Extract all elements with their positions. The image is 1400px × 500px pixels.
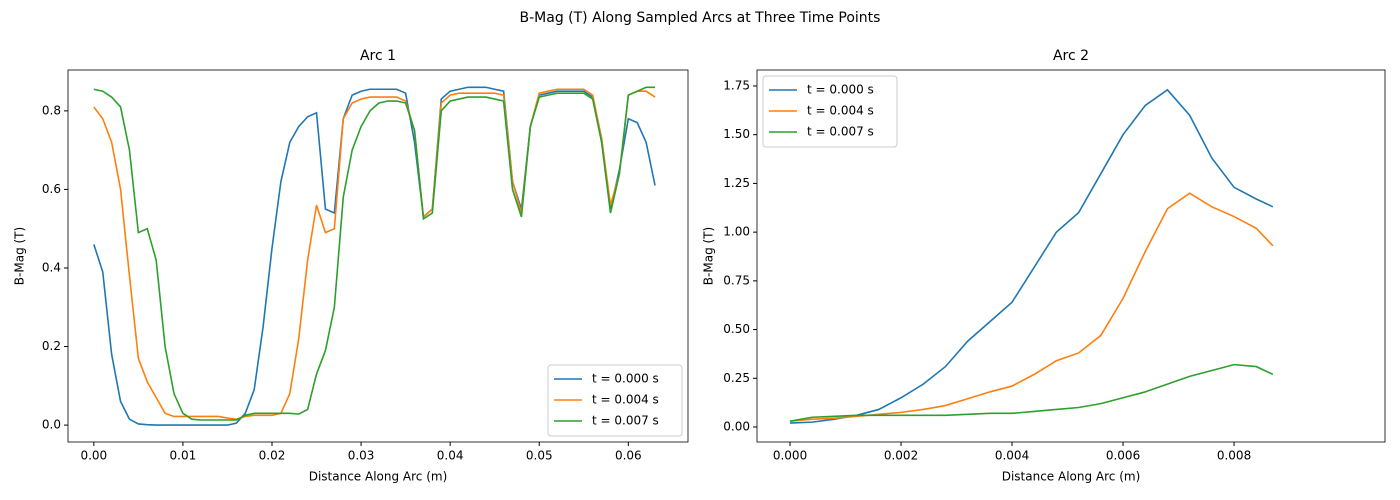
x-tick-label: 0.05: [526, 449, 553, 463]
x-axis-label: Distance Along Arc (m): [309, 470, 448, 484]
legend-label: t = 0.000 s: [592, 372, 659, 386]
y-tick-label: 1.50: [723, 127, 750, 141]
legend-box: [547, 364, 683, 437]
y-tick-label: 1.75: [723, 78, 750, 92]
x-tick-label: 0.000: [773, 449, 807, 463]
legend-label: t = 0.000 s: [807, 83, 874, 97]
y-tick-label: 0.6: [42, 182, 61, 196]
x-tick-label: 0.004: [995, 449, 1029, 463]
y-tick-label: 0.50: [723, 322, 750, 336]
series-line: [93, 86, 656, 421]
series-line: [789, 192, 1274, 422]
axes-frame: [756, 69, 1386, 443]
series-line: [789, 363, 1274, 422]
legend-label: t = 0.007 s: [592, 414, 659, 428]
x-tick-label: 0.06: [615, 449, 642, 463]
x-tick-label: 0.006: [1106, 449, 1140, 463]
axes-title: Arc 1: [360, 48, 396, 64]
x-axis-label: Distance Along Arc (m): [1002, 470, 1141, 484]
y-tick-label: 0.0: [42, 418, 61, 432]
legend-box: [762, 75, 898, 148]
y-tick-label: 0.00: [723, 419, 750, 433]
y-tick-label: 0.25: [723, 371, 750, 385]
axes-title: Arc 2: [1053, 48, 1089, 64]
y-tick-label: 1.00: [723, 225, 750, 239]
series-line: [93, 86, 656, 426]
series-line: [789, 88, 1274, 424]
legend-label: t = 0.004 s: [592, 393, 659, 407]
y-axis-label: B-Mag (T): [702, 227, 716, 285]
x-tick-label: 0.03: [348, 449, 375, 463]
axes-frame: [67, 69, 689, 443]
x-tick-label: 0.002: [884, 449, 918, 463]
y-tick-label: 0.75: [723, 273, 750, 287]
legend-label: t = 0.004 s: [807, 104, 874, 118]
legend-label: t = 0.007 s: [807, 125, 874, 139]
y-tick-label: 0.8: [42, 103, 61, 117]
figure-title: B-Mag (T) Along Sampled Arcs at Three Ti…: [520, 10, 881, 26]
y-tick-label: 0.4: [42, 260, 61, 274]
x-tick-label: 0.02: [259, 449, 286, 463]
x-tick-label: 0.00: [80, 449, 107, 463]
x-tick-label: 0.04: [437, 449, 464, 463]
y-axis-label: B-Mag (T): [13, 227, 27, 285]
x-tick-label: 0.01: [170, 449, 197, 463]
x-tick-label: 0.008: [1217, 449, 1251, 463]
y-tick-label: 0.2: [42, 339, 61, 353]
y-tick-label: 1.25: [723, 176, 750, 190]
